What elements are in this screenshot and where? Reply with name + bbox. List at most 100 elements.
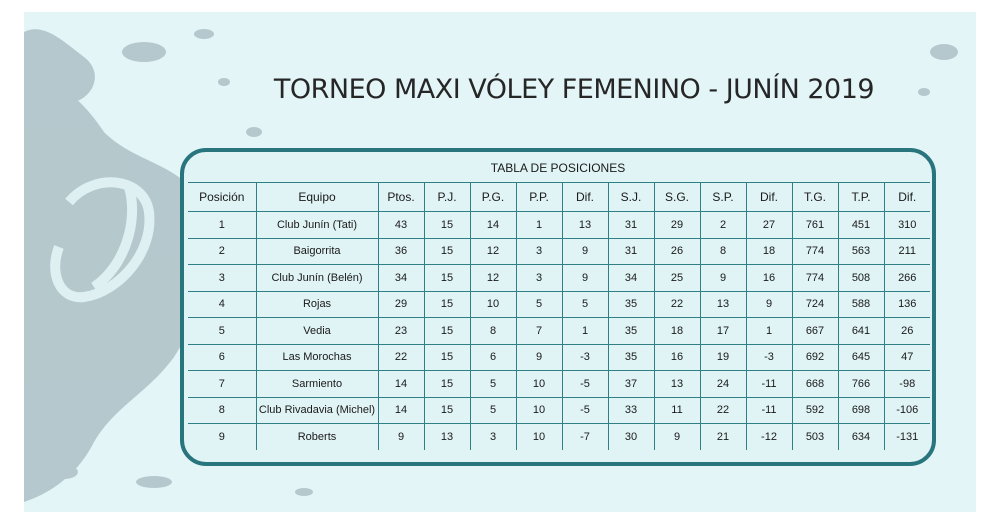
table-cell: 24 — [699, 370, 747, 398]
table-cell: 19 — [699, 343, 747, 371]
table-cell: 10 — [469, 290, 517, 318]
table-cell: 13 — [653, 370, 701, 398]
table-cell: -5 — [561, 396, 609, 424]
table-row: 4 Rojas 29 15 10 5 5 35 22 13 9 724 588 136 — [188, 290, 930, 318]
table-cell: 8 — [469, 317, 517, 345]
table-cell: 3 — [515, 264, 563, 292]
table-cell: 10 — [515, 396, 563, 424]
table-cell: 692 — [791, 343, 839, 371]
table-cell: 136 — [883, 290, 930, 318]
table-cell: 18 — [653, 317, 701, 345]
table-cell: 5 — [469, 370, 517, 398]
table-cell: 15 — [423, 237, 471, 265]
table-cell: 35 — [607, 290, 655, 318]
table-cell: -3 — [561, 343, 609, 371]
table-cell: 3 — [469, 423, 517, 450]
column-header: P.P. — [515, 182, 563, 212]
table-cell: 23 — [377, 317, 425, 345]
table-cell: 35 — [607, 317, 655, 345]
table-cell: 16 — [745, 264, 793, 292]
table-cell: 1 — [561, 317, 609, 345]
table-cell: -106 — [883, 396, 930, 424]
table-cell: 7 — [515, 317, 563, 345]
table-cell: 5 — [188, 317, 257, 345]
team-name-cell: Rojas — [255, 290, 379, 318]
table-cell: 22 — [699, 396, 747, 424]
table-cell: 10 — [515, 370, 563, 398]
team-name-cell: Roberts — [255, 423, 379, 450]
table-cell: 15 — [423, 370, 471, 398]
column-header: S.P. — [699, 182, 747, 212]
table-cell: 30 — [607, 423, 655, 450]
table-cell: 17 — [699, 317, 747, 345]
table-cell: 27 — [745, 211, 793, 239]
table-cell: 503 — [791, 423, 839, 450]
table-cell: 8 — [188, 396, 257, 424]
team-name-cell: Sarmiento — [255, 370, 379, 398]
table-cell: 15 — [423, 343, 471, 371]
table-cell: 774 — [791, 264, 839, 292]
table-cell: 29 — [377, 290, 425, 318]
table-cell: 9 — [699, 264, 747, 292]
splash-decoration — [24, 29, 958, 502]
column-header: S.J. — [607, 182, 655, 212]
table-cell: 668 — [791, 370, 839, 398]
table-cell: 18 — [745, 237, 793, 265]
table-cell: 7 — [188, 370, 257, 398]
table-row: 1 Club Junín (Tati) 43 15 14 1 13 31 29 2 27 761 451… — [188, 211, 930, 239]
table-cell: 3 — [515, 237, 563, 265]
table-cell: 645 — [837, 343, 885, 371]
standings-board: TABLA DE POSICIONES Posición Equipo Ptos. P… — [180, 148, 936, 466]
table-cell: 2 — [699, 211, 747, 239]
table-cell: 25 — [653, 264, 701, 292]
team-name-cell: Club Rivadavia (Michel) — [255, 396, 379, 424]
table-cell: 211 — [883, 237, 930, 265]
table-cell: 5 — [469, 396, 517, 424]
table-cell: -11 — [745, 370, 793, 398]
table-cell: 14 — [377, 370, 425, 398]
table-row: 3 Club Junín (Belén) 34 15 12 3 9 34 25 9 16 774 508… — [188, 264, 930, 292]
table-cell: -5 — [561, 370, 609, 398]
table-cell: 634 — [837, 423, 885, 450]
table-cell: 15 — [423, 264, 471, 292]
table-cell: 508 — [837, 264, 885, 292]
table-cell: 12 — [469, 237, 517, 265]
table-cell: 31 — [607, 237, 655, 265]
table-cell: 9 — [745, 290, 793, 318]
table-cell: 774 — [791, 237, 839, 265]
page-title: TORNEO MAXI VÓLEY FEMENINO - JUNÍN 2019 — [273, 74, 875, 105]
column-header: T.P. — [837, 182, 885, 212]
table-row: 6 Las Morochas 22 15 6 9 -3 35 16 19 -3 692 645 47 — [188, 343, 930, 371]
standings-table: Posición Equipo Ptos. P.J. P.G. P.P. Dif. S.J. S… — [188, 182, 930, 450]
table-cell: 6 — [188, 343, 257, 371]
column-header: T.G. — [791, 182, 839, 212]
table-cell: 29 — [653, 211, 701, 239]
table-cell: 1 — [188, 211, 257, 239]
table-cell: 563 — [837, 237, 885, 265]
table-cell: 15 — [423, 211, 471, 239]
table-cell: 761 — [791, 211, 839, 239]
table-cell: 9 — [653, 423, 701, 450]
column-header: P.G. — [469, 182, 517, 212]
table-cell: 592 — [791, 396, 839, 424]
table-cell: 641 — [837, 317, 885, 345]
table-cell: 14 — [377, 396, 425, 424]
poster-background: TORNEO MAXI VÓLEY FEMENINO - JUNÍN 2019 … — [24, 12, 976, 512]
table-cell: 21 — [699, 423, 747, 450]
table-cell: 15 — [423, 290, 471, 318]
table-cell: 13 — [699, 290, 747, 318]
header-row: Posición Equipo Ptos. P.J. P.G. P.P. Dif. S.J. S… — [188, 182, 930, 212]
table-cell: 9 — [377, 423, 425, 450]
table-cell: 9 — [515, 343, 563, 371]
table-cell: 667 — [791, 317, 839, 345]
table-cell: 22 — [653, 290, 701, 318]
table-cell: 26 — [653, 237, 701, 265]
table-body: 1 Club Junín (Tati) 43 15 14 1 13 31 29 2 27 761 451… — [188, 211, 930, 450]
table-cell: 26 — [883, 317, 930, 345]
table-row: 2 Baigorrita 36 15 12 3 9 31 26 8 18 774 563 211 — [188, 237, 930, 265]
table-cell: 766 — [837, 370, 885, 398]
column-header: P.J. — [423, 182, 471, 212]
table-cell: 22 — [377, 343, 425, 371]
table-cell: 35 — [607, 343, 655, 371]
table-cell: 588 — [837, 290, 885, 318]
